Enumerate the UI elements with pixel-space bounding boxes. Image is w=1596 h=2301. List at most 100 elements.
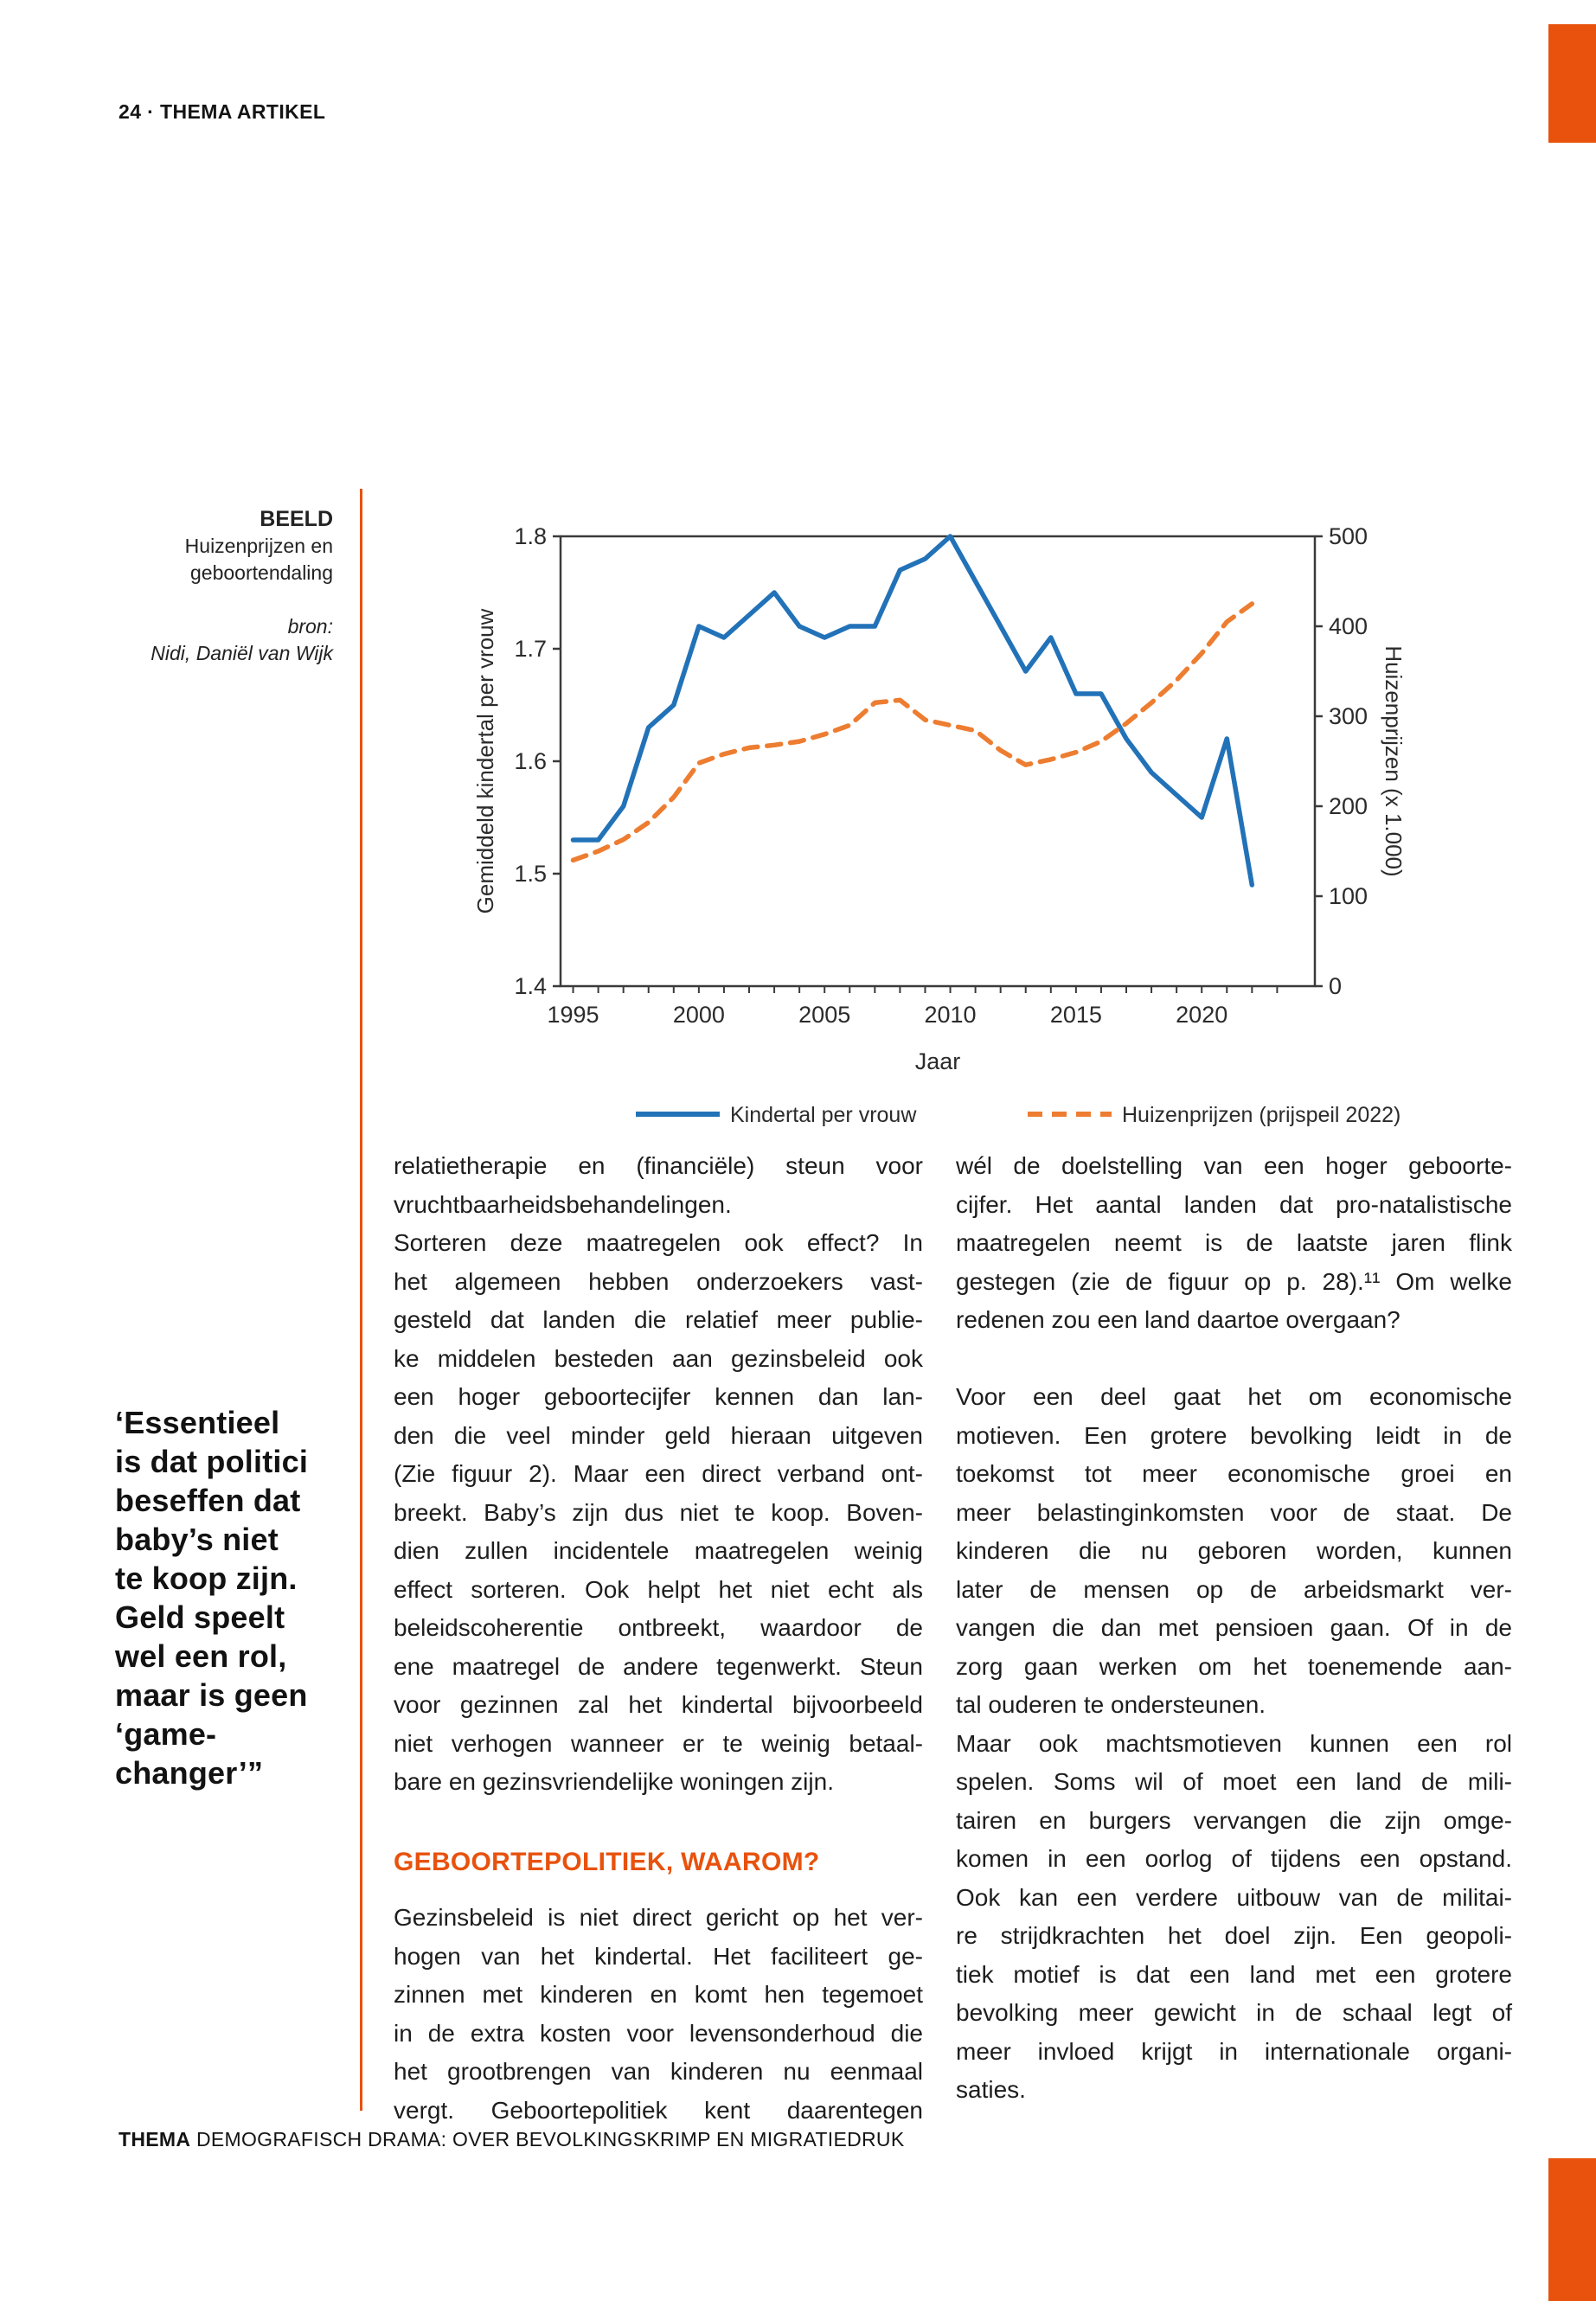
body-text-line: Voor een deel gaat het om economische: [956, 1383, 1512, 1410]
body-text-line: het grootbrengen van kinderen nu eenmaal: [394, 2058, 923, 2085]
body-paragraph: relatietherapie en (financiële) steun vo…: [394, 1147, 923, 1224]
x-tick-label: 2005: [798, 1002, 850, 1028]
accent-vertical-rule: [360, 489, 362, 2111]
figure-caption-line: Huizenprijzen en: [184, 535, 333, 557]
body-text-line: maatregelen neemt is de laatste jaren fl…: [956, 1229, 1512, 1256]
series-huizenprijzen: [570, 601, 1255, 863]
body-text-line: bevolking meer gewicht in de schaal legt…: [956, 1999, 1512, 2026]
body-text-line: later de mensen op de arbeidsmarkt ver-: [956, 1575, 1512, 1603]
body-paragraph: Sorteren deze maatregelen ook effect? In…: [394, 1224, 923, 1802]
body-text-line: meer belastinginkomsten voor de staat. D…: [956, 1498, 1512, 1526]
figure-caption: BEELD Huizenprijzen en geboortendaling br…: [52, 506, 333, 667]
figure-caption-line: geboortendaling: [190, 561, 333, 584]
y-left-tick-label: 1.5: [514, 861, 547, 887]
x-tick-label: 2010: [924, 1002, 976, 1028]
line-chart-huizenprijzen-geboortendaling: 1.4 1.5 1.6 1.7 1.8 0 100 200 300 400 500 1995 2000 2…: [472, 523, 1407, 1127]
figure-caption-label: BEELD: [260, 507, 333, 531]
y-right-tick-label: 0: [1329, 973, 1342, 999]
body-text-line: een hoger geboortecijfer kennen dan lan-: [394, 1383, 923, 1410]
y-right-tick-label: 500: [1329, 523, 1368, 549]
page-header-kicker: 24 · THEMA ARTIKEL: [119, 100, 326, 123]
pull-quote-line: maar is geen: [115, 1677, 308, 1713]
footer-theme-label: THEMA: [119, 2128, 191, 2150]
body-text-line: zinnen met kinderen en komt hen tegemoet: [394, 1981, 923, 2008]
body-text-line: effect sorteren. Ook helpt het niet echt…: [394, 1575, 923, 1603]
plot-border: [559, 535, 1317, 988]
y-right-tick-label: 100: [1329, 883, 1368, 909]
y-right-tick-label: 400: [1329, 613, 1368, 639]
body-text-line: Ook kan een verdere uitbouw van de milit…: [956, 1883, 1512, 1911]
legend-label-kindertal: Kindertal per vrouw: [730, 1103, 917, 1127]
x-tick-label: 1995: [547, 1002, 599, 1028]
pull-quote-line: changer’”: [115, 1755, 264, 1791]
body-text-line: meer invloed krijgt in internationale or…: [956, 2037, 1512, 2065]
x-tick-label: 2020: [1176, 1002, 1227, 1028]
body-text-line: cijfer. Het aantal landen dat pro-natali…: [956, 1190, 1512, 1218]
pull-quote-line: is dat politici: [115, 1444, 309, 1479]
body-text-line: het algemeen hebben onderzoekers vast-: [394, 1267, 923, 1295]
body-text-line: ke middelen besteden aan gezinsbeleid oo…: [394, 1344, 923, 1372]
y-left-tick-label: 1.8: [514, 523, 547, 549]
accent-bar-top-right: [1548, 24, 1596, 143]
y-left-tick-label: 1.7: [514, 636, 547, 662]
body-text-line: relatietherapie en (financiële) steun vo…: [394, 1152, 923, 1179]
article-column-right: wél de doelstelling van een hoger geboor…: [956, 1147, 1512, 2110]
body-text-line: ene maatregel de andere tegenwerkt. Steu…: [394, 1652, 923, 1680]
body-paragraph: Maar ook machtsmotieven kunnen een rol sp…: [956, 1725, 1512, 2110]
body-text-line: gestegen (zie de figuur op p. 28).¹¹ Om …: [956, 1267, 1512, 1295]
body-paragraph: Gezinsbeleid is niet direct gericht op h…: [394, 1899, 923, 2130]
y-right-axis-title: Huizenprijzen (x 1.000): [1381, 645, 1407, 876]
body-text-line: komen in een oorlog of tijdens een opsta…: [956, 1845, 1512, 1872]
x-tick-label: 2000: [673, 1002, 725, 1028]
body-paragraph: Voor een deel gaat het om economische mot…: [956, 1378, 1512, 1725]
body-text-line: vruchtbaarheidsbehandelingen.: [394, 1190, 732, 1218]
pull-quote-line: ‘game-: [115, 1716, 217, 1752]
body-text-line: Gezinsbeleid is niet direct gericht op h…: [394, 1904, 923, 1931]
body-text-line: tairen en burgers vervangen die zijn omg…: [956, 1806, 1512, 1834]
body-text-line: niet verhogen wanneer er te weinig betaa…: [394, 1729, 923, 1757]
x-axis-title: Jaar: [915, 1048, 961, 1074]
body-text-line: vangen die dan met pensioen gaan. Of in …: [956, 1614, 1512, 1641]
y-left-tick-label: 1.4: [514, 973, 547, 999]
x-tick-label: 2015: [1050, 1002, 1102, 1028]
figure-source: Nidi, Daniël van Wijk: [151, 642, 333, 664]
pull-quote-line: Geld speelt: [115, 1599, 285, 1635]
body-text-line: saties.: [956, 2076, 1026, 2103]
body-text-line: in de extra kosten voor levensonderhoud …: [394, 2019, 923, 2047]
body-text-line: hogen van het kindertal. Het faciliteert…: [394, 1942, 923, 1970]
body-text-line: toekomst tot meer economische groei en: [956, 1460, 1512, 1487]
body-text-line: Maar ook machtsmotieven kunnen een rol: [956, 1729, 1512, 1757]
y-left-axis-title: Gemiddeld kindertal per vrouw: [472, 608, 498, 913]
series-kindertal: [570, 534, 1255, 888]
pull-quote-line: ‘Essentieel: [115, 1405, 280, 1440]
figure-caption-text: Huizenprijzen en geboortendaling: [52, 533, 333, 586]
y-left-tick-label: 1.6: [514, 748, 547, 774]
legend-label-huizenprijzen: Huizenprijzen (prijspeil 2022): [1122, 1103, 1401, 1127]
body-text-line: dien zullen incidentele maatregelen wein…: [394, 1537, 923, 1564]
section-heading: GEBOORTEPOLITIEK, WAAROM?: [394, 1847, 820, 1876]
pull-quote-line: beseffen dat: [115, 1483, 301, 1518]
body-text-line: redenen zou een land daartoe overgaan?: [956, 1306, 1401, 1333]
pull-quote: ‘Essentieel is dat politici beseffen dat ba…: [115, 1403, 375, 1792]
body-text-line: Sorteren deze maatregelen ook effect? In: [394, 1229, 923, 1256]
body-text-line: beleidscoherentie ontbreekt, waardoor de: [394, 1614, 923, 1641]
article-column-left: relatietherapie en (financiële) steun vo…: [394, 1147, 923, 2130]
body-text-line: (Zie figuur 2). Maar een direct verband …: [394, 1460, 923, 1487]
pull-quote-line: baby’s niet: [115, 1522, 279, 1557]
y-right-tick-label: 200: [1329, 793, 1368, 819]
body-text-line: kinderen die nu geboren worden, kunnen: [956, 1537, 1512, 1564]
body-text-line: bare en gezinsvriendelijke woningen zijn…: [394, 1768, 834, 1795]
accent-bar-bottom-right: [1548, 2158, 1596, 2301]
body-text-line: breekt. Baby’s zijn dus niet te koop. Bo…: [394, 1498, 923, 1526]
body-text-line: voor gezinnen zal het kindertal bijvoorb…: [394, 1691, 923, 1718]
body-text-line: tiek motief is dat een land met een grot…: [956, 1960, 1512, 1988]
body-text-line: gesteld dat landen die relatief meer pub…: [394, 1306, 923, 1333]
pull-quote-line: wel een rol,: [115, 1638, 287, 1674]
pull-quote-line: te koop zijn.: [115, 1561, 298, 1596]
body-text-line: den die veel minder geld hieraan uitgeve…: [394, 1421, 923, 1449]
body-text-line: re strijdkrachten het doel zijn. Een geo…: [956, 1922, 1512, 1949]
body-text-line: wél de doelstelling van een hoger geboor…: [956, 1152, 1512, 1179]
body-text-line: zorg gaan werken om het toenemende aan-: [956, 1652, 1512, 1680]
footer-title: DEMOGRAFISCH DRAMA: OVER BEVOLKINGSKRIMP…: [190, 2128, 905, 2150]
